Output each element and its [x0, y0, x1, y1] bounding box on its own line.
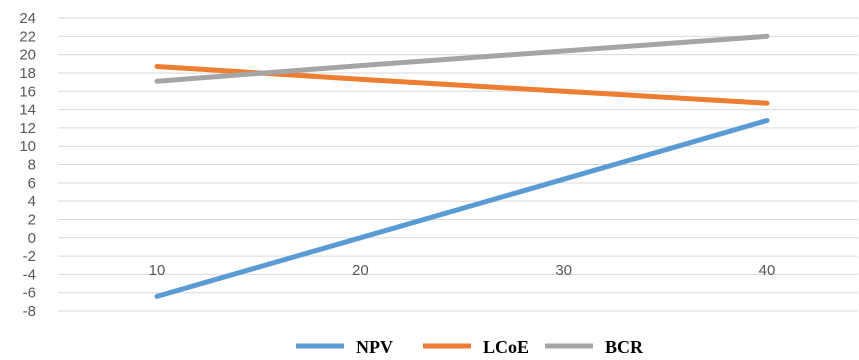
legend-item-bcr: BCR: [545, 337, 644, 357]
y-tick-label: 10: [19, 138, 36, 155]
legend-label: NPV: [356, 337, 393, 357]
x-tick-label: 20: [352, 262, 369, 279]
y-tick-label: -6: [23, 285, 36, 302]
legend: NPV LCoE BCR: [296, 337, 644, 357]
series-lines: [154, 33, 770, 299]
y-tick-label: 8: [28, 157, 36, 174]
y-tick-label: 2: [28, 211, 36, 228]
x-axis: 10 20 30 40: [149, 262, 776, 279]
y-tick-label: 14: [19, 102, 36, 119]
y-tick-label: 18: [19, 65, 36, 82]
x-tick-label: 10: [149, 262, 166, 279]
series-line-npv: [154, 118, 770, 299]
y-tick-label: -4: [23, 266, 36, 283]
legend-item-npv: NPV: [296, 337, 393, 357]
y-tick-label: -2: [23, 248, 36, 265]
x-tick-label: 30: [555, 262, 572, 279]
y-tick-label: 16: [19, 83, 36, 100]
gridlines: [58, 17, 858, 312]
y-tick-label: -8: [23, 303, 36, 320]
y-tick-label: 4: [28, 193, 36, 210]
legend-item-lcoe: LCoE: [423, 337, 529, 357]
y-tick-label: 20: [19, 47, 36, 64]
legend-label: LCoE: [483, 337, 529, 357]
y-tick-label: 24: [19, 10, 36, 27]
legend-label: BCR: [605, 337, 644, 357]
y-tick-label: 6: [28, 175, 36, 192]
x-tick-label: 40: [759, 262, 776, 279]
y-tick-label: 0: [28, 230, 36, 247]
y-tick-label: 12: [19, 120, 36, 137]
y-tick-label: 22: [19, 28, 36, 45]
series-line-bcr: [154, 33, 770, 84]
